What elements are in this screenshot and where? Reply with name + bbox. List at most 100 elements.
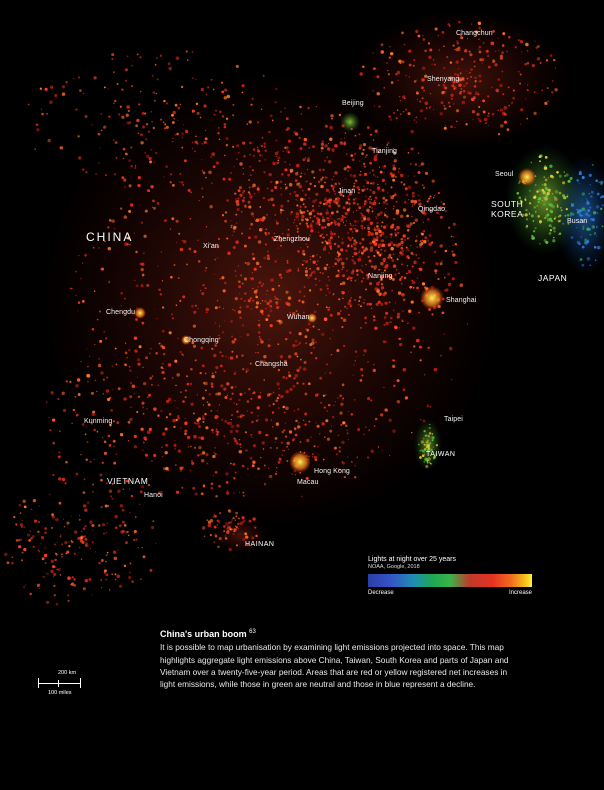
light-dot: [223, 435, 226, 437]
light-dot: [588, 173, 592, 177]
light-dot: [57, 398, 60, 401]
light-dot: [331, 117, 333, 120]
light-dot: [237, 416, 239, 418]
light-dot: [299, 205, 302, 209]
light-dot: [227, 442, 230, 445]
light-dot: [459, 34, 463, 37]
light-dot: [332, 293, 335, 295]
light-dot: [393, 158, 398, 163]
light-dot: [553, 217, 556, 220]
light-dot: [447, 23, 450, 26]
light-dot: [252, 391, 256, 395]
light-dot: [475, 94, 477, 96]
light-dot: [67, 576, 71, 580]
caption-note-ref: 63: [249, 629, 256, 635]
light-dot: [243, 155, 246, 158]
light-dot: [534, 227, 537, 230]
light-dot: [402, 95, 406, 99]
light-dot: [327, 219, 330, 222]
light-dot: [355, 197, 357, 200]
light-dot: [496, 90, 499, 93]
light-dot: [285, 186, 288, 189]
light-dot: [138, 503, 141, 505]
light-dot: [356, 273, 359, 276]
light-dot: [421, 97, 424, 100]
light-dot: [235, 240, 239, 244]
light-dot: [358, 251, 361, 254]
light-dot: [105, 555, 107, 557]
light-dot: [471, 23, 473, 25]
light-dot: [446, 56, 449, 59]
light-dot: [578, 183, 580, 185]
light-dot: [241, 84, 245, 88]
light-dot: [286, 441, 290, 445]
light-dot: [97, 524, 101, 527]
light-dot: [558, 191, 562, 195]
light-dot: [392, 208, 394, 210]
light-dot: [78, 518, 81, 521]
light-dot: [57, 567, 61, 572]
light-dot: [417, 171, 421, 175]
light-dot: [450, 125, 453, 129]
light-dot: [136, 358, 141, 362]
light-dot: [160, 118, 163, 121]
light-dot: [248, 519, 252, 523]
light-dot: [435, 262, 439, 266]
light-dot: [428, 461, 431, 464]
light-dot: [24, 584, 26, 586]
light-dot: [175, 490, 180, 494]
light-dot: [317, 445, 320, 448]
light-dot: [212, 454, 216, 459]
light-dot: [239, 491, 241, 493]
light-dot: [100, 478, 103, 482]
light-dot: [330, 425, 333, 427]
light-dot: [253, 290, 258, 294]
light-dot: [396, 225, 400, 230]
light-dot: [401, 31, 404, 35]
light-dot: [168, 66, 172, 71]
light-dot: [288, 374, 292, 378]
light-dot: [263, 379, 266, 381]
light-dot: [158, 288, 161, 292]
light-dot: [248, 205, 252, 209]
light-dot: [88, 577, 92, 582]
light-dot: [397, 291, 402, 295]
light-dot: [350, 271, 355, 275]
light-dot: [124, 351, 128, 355]
light-dot: [20, 559, 24, 562]
light-dot: [97, 363, 102, 368]
light-dot: [232, 245, 236, 250]
light-dot: [408, 49, 412, 53]
light-dot: [282, 375, 286, 379]
light-dot: [316, 267, 320, 271]
light-dot: [491, 112, 495, 116]
light-dot: [526, 84, 529, 86]
light-dot: [246, 543, 249, 546]
light-dot: [337, 204, 341, 208]
light-dot: [295, 212, 299, 216]
light-dot: [395, 200, 398, 203]
light-dot: [51, 526, 53, 529]
light-dot: [238, 449, 243, 454]
light-dot: [352, 255, 354, 258]
light-dot: [354, 299, 356, 301]
light-dot: [376, 92, 380, 96]
light-dot: [175, 384, 177, 387]
light-dot: [392, 166, 397, 171]
light-dot: [345, 220, 347, 222]
light-dot: [416, 98, 419, 101]
light-dot: [428, 443, 430, 446]
light-dot: [549, 224, 552, 227]
light-dot: [434, 27, 438, 31]
light-dot: [369, 248, 374, 253]
light-dot: [99, 147, 101, 149]
light-dot: [236, 410, 239, 413]
light-dot: [404, 201, 407, 204]
light-dot: [329, 429, 333, 433]
light-dot: [106, 397, 111, 402]
light-dot: [416, 338, 420, 343]
light-dot: [141, 401, 145, 405]
light-dot: [78, 156, 82, 160]
light-dot: [292, 384, 296, 388]
light-dot: [367, 197, 371, 201]
